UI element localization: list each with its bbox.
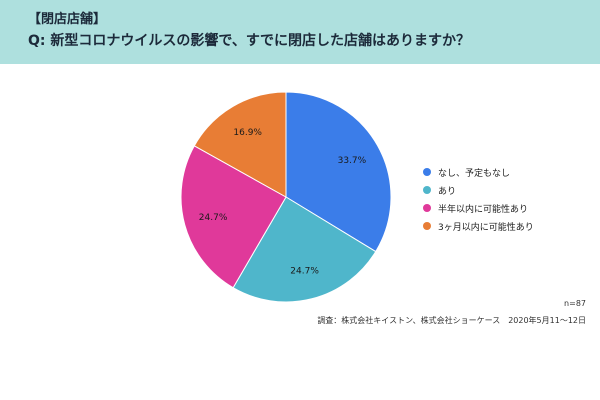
- survey-question: Q: 新型コロナウイルスの影響で、すでに閉店した店舗はありますか？: [28, 33, 470, 49]
- legend-label: あり: [438, 186, 457, 197]
- slice-value-label: 33.7%: [338, 156, 367, 166]
- legend-item: 3ヶ月以内に可能性あり: [423, 218, 534, 234]
- chart-legend: なし、予定もなし あり 半年以内に可能性あり 3ヶ月以内に可能性あり: [423, 164, 534, 236]
- legend-swatch: [423, 222, 431, 230]
- legend-swatch: [423, 168, 431, 176]
- legend-swatch: [423, 186, 431, 194]
- header-banner: 【閉店店舗】 Q: 新型コロナウイルスの影響で、すでに閉店した店舗はありますか？: [0, 0, 600, 64]
- legend-item: あり: [423, 182, 534, 198]
- pie-slice: [180, 145, 287, 289]
- pie-slice: [232, 196, 377, 303]
- sample-size: n=87: [564, 299, 586, 308]
- slice-value-label: 24.7%: [199, 213, 228, 223]
- legend-label: 3ヶ月以内に可能性あり: [438, 222, 534, 233]
- legend-item: 半年以内に可能性あり: [423, 200, 534, 216]
- slice-value-label: 24.7%: [290, 266, 319, 276]
- legend-item: なし、予定もなし: [423, 164, 534, 180]
- legend-swatch: [423, 204, 431, 212]
- pie-slice: [193, 91, 287, 198]
- legend-label: なし、予定もなし: [438, 168, 511, 179]
- source-note: 調査：株式会社キイストン、株式会社ショーケース 2020年5月11〜12日: [317, 316, 586, 325]
- slice-value-label: 16.9%: [233, 128, 262, 138]
- legend-label: 半年以内に可能性あり: [438, 204, 529, 215]
- pie-slice: [285, 91, 392, 253]
- category-tag: 【閉店店舗】: [28, 12, 107, 27]
